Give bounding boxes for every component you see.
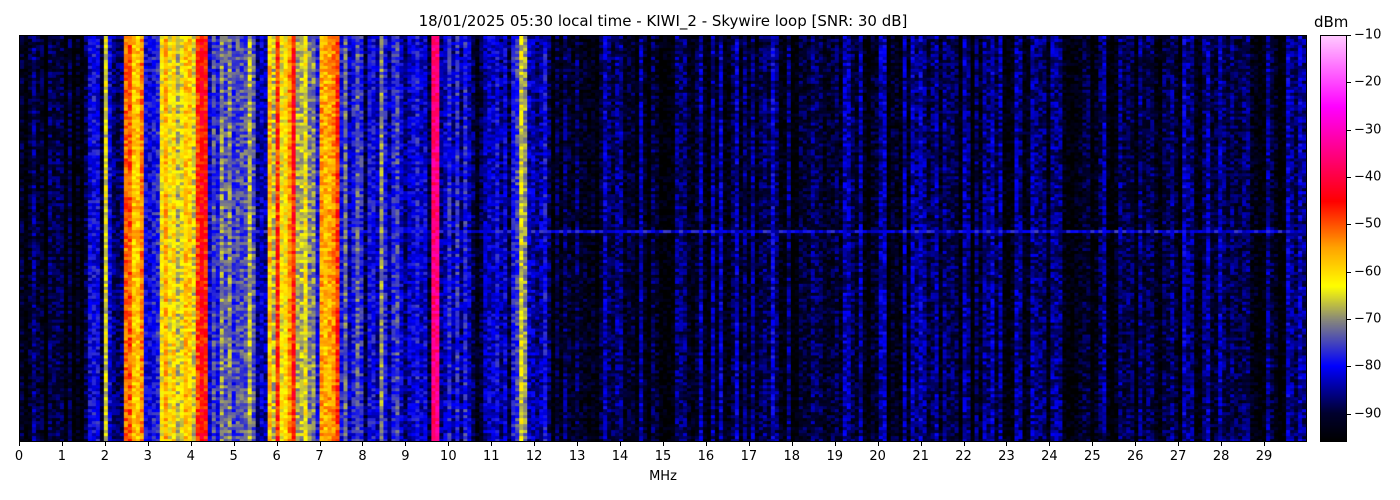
x-tick-mark	[577, 442, 579, 446]
x-tick-label: 23	[998, 449, 1015, 464]
x-axis-label: MHz	[649, 469, 677, 484]
x-tick-mark	[1264, 442, 1266, 446]
x-tick-label: 5	[229, 449, 238, 464]
x-tick-label: 25	[1084, 449, 1101, 464]
colorbar-tick-label: −50	[1354, 216, 1382, 232]
x-tick-label: 24	[1041, 449, 1058, 464]
x-tick-mark	[748, 442, 750, 446]
x-tick-mark	[834, 442, 836, 446]
colorbar-tick-label: −40	[1354, 169, 1382, 185]
colorbar-gradient	[1321, 36, 1346, 441]
colorbar-tick-mark	[1347, 176, 1351, 178]
x-tick-label: 3	[143, 449, 152, 464]
x-tick-mark	[362, 442, 364, 446]
x-tick-label: 26	[1126, 449, 1144, 464]
x-tick-mark	[19, 442, 20, 446]
x-tick-label: 9	[401, 449, 410, 464]
x-tick-mark	[491, 442, 493, 446]
x-tick-mark	[1092, 442, 1094, 446]
x-tick-mark	[791, 442, 793, 446]
x-tick-label: 21	[912, 449, 929, 464]
x-tick-mark	[448, 442, 450, 446]
x-tick-mark	[620, 442, 622, 446]
colorbar-tick-mark	[1347, 413, 1351, 415]
x-tick-label: 7	[315, 449, 324, 464]
x-tick-label: 10	[440, 449, 457, 464]
colorbar-tick-mark	[1347, 271, 1351, 273]
x-tick-mark	[705, 442, 707, 446]
x-axis: 0 1 2 3 4 5 6 7 8 9 10 11 12 13 14 15 16 17 18 19 20 21 22 23 24…	[15, 442, 1307, 472]
x-tick-mark	[1135, 442, 1137, 446]
colorbar-tick-mark	[1347, 82, 1351, 84]
x-tick-label: 15	[654, 449, 672, 464]
x-tick-label: 16	[697, 449, 715, 464]
colorbar-tick-mark	[1347, 224, 1351, 226]
x-tick-label: 0	[14, 449, 24, 464]
x-tick-mark	[663, 442, 664, 446]
x-tick-label: 19	[826, 449, 843, 464]
x-tick-label: 18	[783, 449, 801, 464]
colorbar-tick-label: −20	[1354, 74, 1382, 90]
x-tick-label: 29	[1255, 449, 1273, 464]
colorbar-tick-label: −10	[1354, 27, 1382, 43]
waterfall-plot	[19, 35, 1307, 442]
chart-title: 18/01/2025 05:30 local time - KIWI_2 - S…	[418, 12, 908, 30]
colorbar	[1320, 35, 1347, 442]
waterfall-heatmap	[20, 36, 1306, 441]
colorbar-tick-label: −30	[1354, 122, 1382, 138]
x-tick-label: 12	[525, 449, 543, 464]
x-tick-label: 20	[869, 449, 886, 464]
colorbar-tick-mark	[1347, 129, 1351, 131]
x-tick-mark	[147, 442, 149, 446]
colorbar-tick-label: −60	[1354, 264, 1382, 280]
x-tick-mark	[1221, 442, 1223, 446]
x-tick-label: 1	[57, 449, 67, 464]
x-tick-label: 13	[568, 449, 586, 464]
x-tick-label: 8	[358, 449, 367, 464]
x-tick-mark	[1049, 442, 1051, 446]
colorbar-tick-label: −70	[1354, 311, 1382, 327]
colorbar-axis: −10 −20 −30 −40 −50 −60 −70 −80 −90	[1347, 28, 1397, 442]
x-tick-label: 2	[100, 449, 109, 464]
colorbar-tick-label: −90	[1354, 406, 1382, 422]
x-tick-mark	[276, 442, 278, 446]
x-tick-label: 4	[186, 449, 195, 464]
x-tick-label: 14	[611, 449, 629, 464]
x-tick-mark	[233, 442, 235, 446]
x-tick-mark	[534, 442, 536, 446]
x-tick-mark	[61, 442, 63, 446]
colorbar-tick-mark	[1347, 35, 1351, 36]
colorbar-tick-mark	[1347, 366, 1351, 368]
x-tick-label: 22	[955, 449, 972, 464]
x-tick-mark	[877, 442, 879, 446]
colorbar-tick-mark	[1347, 318, 1351, 320]
x-tick-mark	[104, 442, 106, 446]
x-tick-label: 17	[740, 449, 758, 464]
x-tick-label: 6	[272, 449, 281, 464]
colorbar-tick-label: −80	[1354, 358, 1382, 374]
x-tick-label: 27	[1169, 449, 1187, 464]
colorbar-label: dBm	[1314, 13, 1349, 31]
x-tick-mark	[1006, 442, 1008, 446]
x-tick-mark	[190, 442, 192, 446]
x-tick-mark	[920, 442, 922, 446]
x-tick-mark	[963, 442, 965, 446]
x-tick-mark	[1178, 442, 1180, 446]
x-tick-label: 28	[1212, 449, 1230, 464]
x-tick-mark	[405, 442, 407, 446]
x-tick-mark	[319, 442, 321, 446]
x-tick-label: 11	[482, 449, 500, 464]
